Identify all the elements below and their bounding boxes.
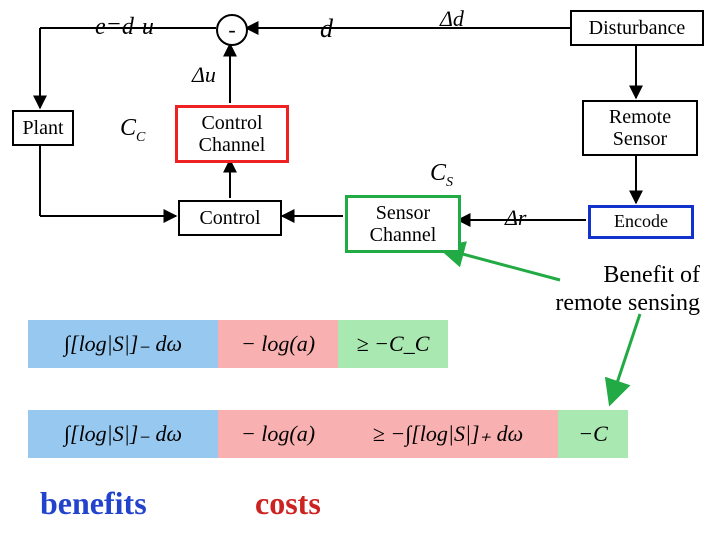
benefit-text: Benefit of remote sensing [555, 262, 700, 317]
plant-label: Plant [22, 117, 63, 139]
eq1-seg2: − log(a) [218, 320, 338, 368]
cs-sub: S [446, 175, 453, 190]
delta-r-label: Δr [505, 205, 526, 231]
encode-box: Encode [588, 205, 694, 239]
benefit-line1: Benefit of [555, 262, 700, 290]
benefit-line2: remote sensing [555, 290, 700, 318]
control-channel-box: Control Channel [175, 105, 289, 163]
benefits-label: benefits [40, 485, 147, 522]
remote-sensor-label: Remote Sensor [609, 106, 671, 150]
sum-sign: - [228, 17, 235, 43]
eq2-seg3: ≥ −∫[log|S|]₊ dω [338, 410, 558, 458]
cc-c: C [120, 115, 136, 141]
control-channel-label: Control Channel [199, 112, 266, 156]
cs-c: C [430, 160, 446, 186]
control-label: Control [199, 207, 260, 229]
eq1-seg3: ≥ −C_C [338, 320, 448, 368]
costs-label: costs [255, 485, 321, 522]
d-label: d [320, 14, 333, 44]
equation-row-1: ∫[log|S|]₋ dω − log(a) ≥ −C_C [28, 320, 448, 368]
cs-label: CS [430, 160, 453, 191]
cc-sub: C [136, 130, 145, 145]
eq2-seg1: ∫[log|S|]₋ dω [28, 410, 218, 458]
disturbance-box: Disturbance [570, 10, 704, 46]
disturbance-label: Disturbance [589, 17, 686, 39]
cc-label: CC [120, 115, 145, 146]
sensor-channel-label: Sensor Channel [370, 202, 437, 246]
encode-label: Encode [614, 212, 668, 232]
eq2-seg2: − log(a) [218, 410, 338, 458]
delta-d-label: Δd [440, 6, 464, 32]
control-box: Control [178, 200, 282, 236]
sensor-channel-box: Sensor Channel [345, 195, 461, 253]
equation-row-2: ∫[log|S|]₋ dω − log(a) ≥ −∫[log|S|]₊ dω … [28, 410, 628, 458]
delta-u-label: Δu [192, 62, 216, 88]
eq1-seg1: ∫[log|S|]₋ dω [28, 320, 218, 368]
eq2-seg4: −C [558, 410, 628, 458]
sum-node: - [216, 14, 248, 46]
e-equation: e=d-u [95, 14, 154, 41]
remote-sensor-box: Remote Sensor [582, 100, 698, 156]
plant-box: Plant [12, 110, 74, 146]
